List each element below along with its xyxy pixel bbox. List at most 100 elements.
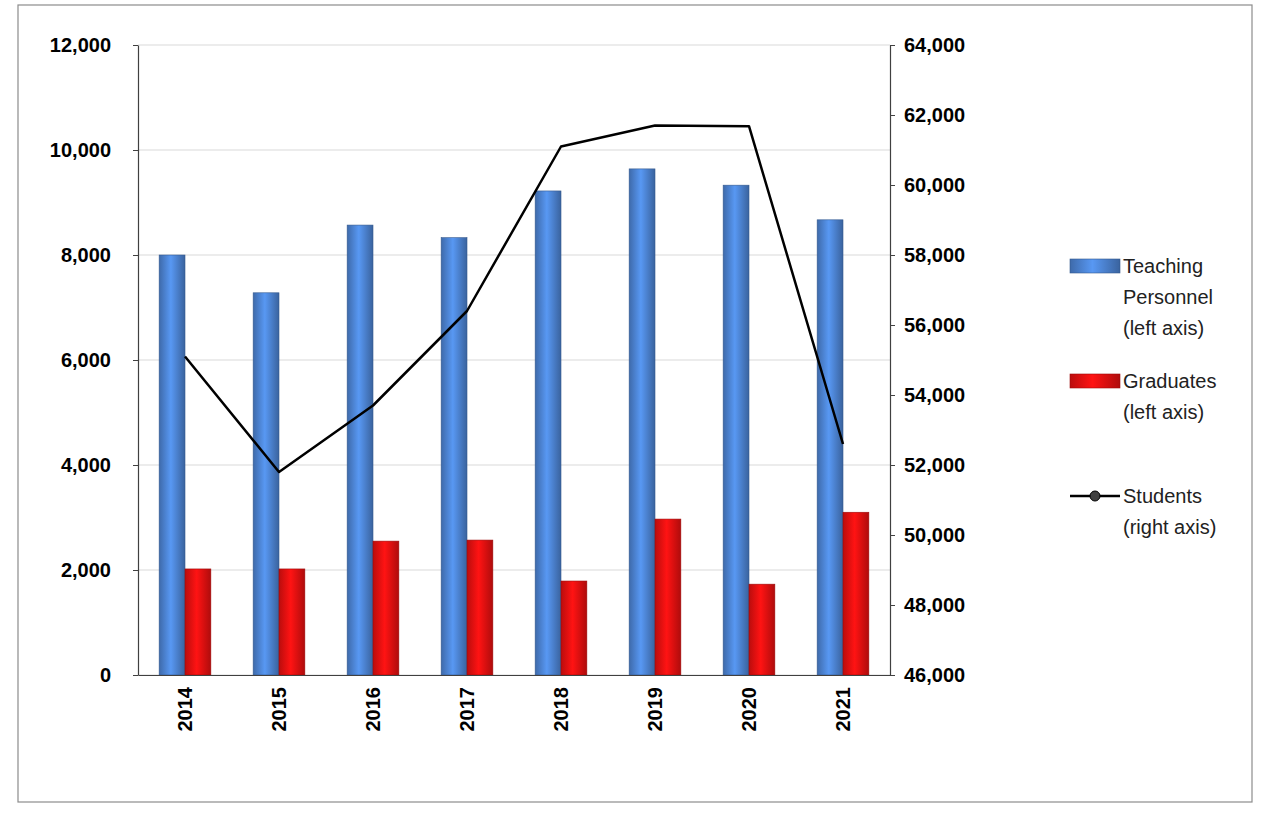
tick-label: 2014 — [174, 686, 196, 731]
tick-mark — [133, 45, 138, 46]
tick-label: 0 — [100, 664, 111, 686]
legend-label: TeachingPersonnel(left axis) — [1123, 255, 1213, 339]
tick: 2017 — [456, 687, 478, 732]
bar-series — [159, 169, 843, 675]
tick-label: 2019 — [644, 687, 666, 732]
bar — [185, 569, 211, 675]
bar — [373, 541, 399, 675]
tick-label: 64,000 — [904, 34, 965, 56]
tick-mark — [890, 45, 895, 46]
tick-label: 60,000 — [904, 174, 965, 196]
tick: 0 — [100, 664, 138, 686]
tick: 2019 — [644, 687, 666, 732]
tick: 6,000 — [61, 349, 138, 371]
grid-line — [138, 465, 890, 466]
tick-mark — [133, 675, 138, 676]
y2-axis: 46,000 48,000 50,000 52,000 54,000 56,000 58,0… — [890, 34, 965, 686]
y-axis: 0 2,000 4,000 6,000 8,000 10,000 12,000 — [50, 34, 139, 686]
legend-marker — [1090, 491, 1100, 501]
tick-label: 2015 — [268, 687, 290, 732]
tick-mark — [890, 535, 895, 536]
bar — [655, 519, 681, 675]
legend-item: Students(right axis) — [1070, 485, 1216, 538]
legend-swatch — [1070, 259, 1120, 273]
tick: 2015 — [268, 687, 290, 732]
bar — [253, 293, 279, 675]
tick: 46,000 — [890, 664, 965, 686]
tick-label: 2021 — [832, 687, 854, 732]
tick: 48,000 — [890, 594, 965, 616]
axis-line — [890, 46, 891, 676]
bar — [441, 238, 467, 675]
tick: 10,000 — [50, 139, 138, 161]
tick-label: 2016 — [362, 687, 384, 732]
tick: 2020 — [738, 687, 760, 732]
tick-mark — [890, 185, 895, 186]
tick: 56,000 — [890, 314, 965, 336]
tick-label: 48,000 — [904, 594, 965, 616]
grid-line — [138, 45, 890, 46]
bar — [723, 185, 749, 675]
tick-label: 2,000 — [61, 559, 111, 581]
tick-mark — [133, 570, 138, 571]
plot-area — [159, 126, 869, 676]
bar — [629, 169, 655, 675]
legend-label: Graduates(left axis) — [1123, 370, 1216, 423]
grid-line — [138, 360, 890, 361]
tick-label: 50,000 — [904, 524, 965, 546]
legend: TeachingPersonnel(left axis) Graduates(le… — [1070, 255, 1216, 538]
tick: 54,000 — [890, 384, 965, 406]
tick: 62,000 — [890, 104, 965, 126]
tick: 4,000 — [61, 454, 138, 476]
chart: 02,0004,0006,0008,00010,00012,00046,0004… — [0, 0, 1279, 818]
tick-mark — [890, 395, 895, 396]
tick-mark — [890, 465, 895, 466]
tick: 50,000 — [890, 524, 965, 546]
tick: 58,000 — [890, 244, 965, 266]
tick-label: 58,000 — [904, 244, 965, 266]
tick-label: 2020 — [738, 687, 760, 732]
tick-label: 2018 — [550, 687, 572, 732]
line — [185, 126, 843, 473]
tick-mark — [890, 115, 895, 116]
tick-label: 52,000 — [904, 454, 965, 476]
legend-item: TeachingPersonnel(left axis) — [1070, 255, 1213, 339]
bar — [347, 225, 373, 675]
tick-mark — [133, 150, 138, 151]
chart-border — [18, 5, 1252, 802]
tick-label: 6,000 — [61, 349, 111, 371]
bar — [817, 220, 843, 675]
tick-label: 62,000 — [904, 104, 965, 126]
grid-line — [138, 675, 890, 676]
bar — [279, 569, 305, 675]
tick: 8,000 — [61, 244, 138, 266]
tick: 2018 — [550, 687, 572, 732]
tick-mark — [890, 255, 895, 256]
bar — [561, 581, 587, 675]
grid — [138, 45, 890, 675]
bar — [535, 191, 561, 675]
bar — [749, 584, 775, 675]
tick: 52,000 — [890, 454, 965, 476]
bar — [467, 540, 493, 675]
tick-label: 54,000 — [904, 384, 965, 406]
tick-label: 56,000 — [904, 314, 965, 336]
grid-line — [138, 150, 890, 151]
tick: 12,000 — [50, 34, 138, 56]
legend-label: Students(right axis) — [1123, 485, 1216, 538]
tick: 2016 — [362, 687, 384, 732]
legend-item: Graduates(left axis) — [1070, 370, 1216, 423]
x-axis: 2014 2015 2016 2017 2018 2019 2020 2021 — [139, 676, 891, 732]
tick-mark — [133, 255, 138, 256]
legend-swatch — [1070, 374, 1120, 388]
bar — [843, 512, 869, 675]
tick-label: 12,000 — [50, 34, 111, 56]
axis-line — [139, 675, 891, 676]
axis-line — [138, 46, 139, 676]
tick-mark — [133, 465, 138, 466]
tick-label: 46,000 — [904, 664, 965, 686]
bar — [159, 255, 185, 675]
tick-mark — [890, 675, 895, 676]
tick: 2,000 — [61, 559, 138, 581]
tick-mark — [890, 325, 895, 326]
